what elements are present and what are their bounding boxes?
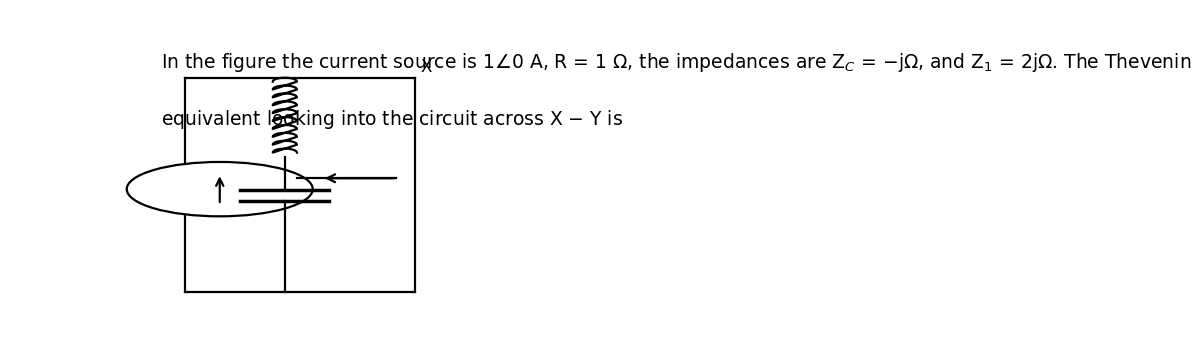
Text: X: X: [421, 58, 432, 76]
Text: equivalent looking into the circuit across X $-$ Y is: equivalent looking into the circuit acro…: [161, 108, 623, 131]
Text: In the figure the current source is 1$\angle$0 A, R = 1 $\Omega$, the impedances: In the figure the current source is 1$\a…: [161, 50, 1192, 73]
